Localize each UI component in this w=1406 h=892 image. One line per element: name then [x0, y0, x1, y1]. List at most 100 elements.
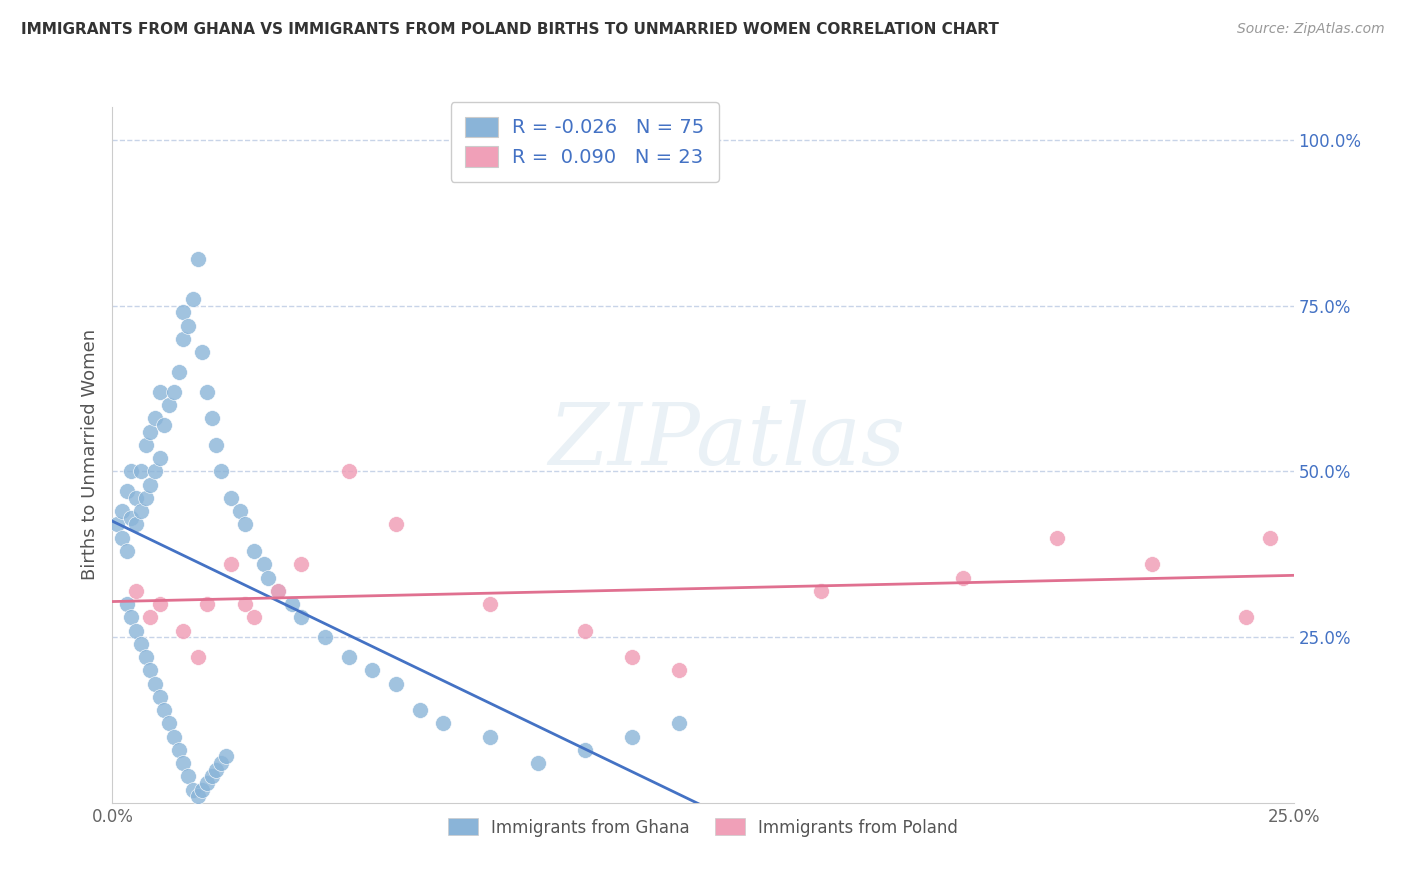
- Point: [129, 465, 152, 479]
- Point: [1234, 610, 1257, 624]
- Point: [139, 663, 162, 677]
- Point: [115, 544, 138, 558]
- Text: Source: ZipAtlas.com: Source: ZipAtlas.com: [1237, 22, 1385, 37]
- Point: [257, 570, 280, 584]
- Point: [621, 730, 644, 744]
- Point: [1258, 531, 1281, 545]
- Point: [574, 743, 596, 757]
- Point: [191, 345, 214, 359]
- Point: [209, 756, 232, 770]
- Point: [181, 782, 204, 797]
- Point: [163, 384, 186, 399]
- Point: [668, 716, 690, 731]
- Point: [105, 517, 128, 532]
- Point: [153, 418, 176, 433]
- Point: [243, 610, 266, 624]
- Point: [219, 491, 242, 505]
- Point: [111, 531, 134, 545]
- Point: [172, 624, 194, 638]
- Point: [143, 465, 166, 479]
- Point: [243, 544, 266, 558]
- Point: [129, 637, 152, 651]
- Point: [115, 484, 138, 499]
- Point: [181, 292, 204, 306]
- Point: [125, 583, 148, 598]
- Point: [290, 558, 312, 572]
- Point: [219, 558, 242, 572]
- Point: [1046, 531, 1069, 545]
- Point: [233, 517, 256, 532]
- Y-axis label: Births to Unmarried Women: Births to Unmarried Women: [80, 329, 98, 581]
- Point: [135, 438, 157, 452]
- Point: [385, 676, 408, 690]
- Point: [139, 610, 162, 624]
- Point: [125, 517, 148, 532]
- Point: [177, 318, 200, 333]
- Point: [195, 776, 218, 790]
- Point: [139, 477, 162, 491]
- Point: [267, 583, 290, 598]
- Text: IMMIGRANTS FROM GHANA VS IMMIGRANTS FROM POLAND BIRTHS TO UNMARRIED WOMEN CORREL: IMMIGRANTS FROM GHANA VS IMMIGRANTS FROM…: [21, 22, 1000, 37]
- Point: [337, 465, 360, 479]
- Point: [135, 491, 157, 505]
- Point: [574, 624, 596, 638]
- Legend: Immigrants from Ghana, Immigrants from Poland: Immigrants from Ghana, Immigrants from P…: [441, 812, 965, 843]
- Point: [952, 570, 974, 584]
- Point: [120, 511, 142, 525]
- Point: [139, 425, 162, 439]
- Point: [201, 769, 224, 783]
- Point: [149, 451, 172, 466]
- Point: [229, 504, 252, 518]
- Point: [479, 597, 502, 611]
- Point: [314, 630, 336, 644]
- Point: [205, 438, 228, 452]
- Point: [668, 663, 690, 677]
- Point: [195, 597, 218, 611]
- Text: ZIPatlas: ZIPatlas: [548, 400, 905, 483]
- Point: [143, 676, 166, 690]
- Point: [172, 305, 194, 319]
- Point: [253, 558, 276, 572]
- Point: [621, 650, 644, 665]
- Point: [408, 703, 430, 717]
- Point: [172, 756, 194, 770]
- Point: [125, 491, 148, 505]
- Point: [810, 583, 832, 598]
- Point: [432, 716, 454, 731]
- Point: [157, 716, 180, 731]
- Point: [281, 597, 304, 611]
- Point: [337, 650, 360, 665]
- Point: [233, 597, 256, 611]
- Point: [149, 597, 172, 611]
- Point: [172, 332, 194, 346]
- Point: [135, 650, 157, 665]
- Point: [186, 789, 208, 804]
- Point: [111, 504, 134, 518]
- Point: [177, 769, 200, 783]
- Point: [153, 703, 176, 717]
- Point: [215, 749, 238, 764]
- Point: [149, 690, 172, 704]
- Point: [129, 504, 152, 518]
- Point: [267, 583, 290, 598]
- Point: [1140, 558, 1163, 572]
- Point: [167, 365, 190, 379]
- Point: [167, 743, 190, 757]
- Point: [361, 663, 384, 677]
- Point: [209, 465, 232, 479]
- Point: [143, 411, 166, 425]
- Point: [195, 384, 218, 399]
- Point: [157, 398, 180, 412]
- Point: [526, 756, 548, 770]
- Point: [115, 597, 138, 611]
- Point: [201, 411, 224, 425]
- Point: [125, 624, 148, 638]
- Point: [385, 517, 408, 532]
- Point: [120, 610, 142, 624]
- Point: [163, 730, 186, 744]
- Point: [186, 252, 208, 267]
- Point: [120, 465, 142, 479]
- Point: [205, 763, 228, 777]
- Point: [290, 610, 312, 624]
- Point: [191, 782, 214, 797]
